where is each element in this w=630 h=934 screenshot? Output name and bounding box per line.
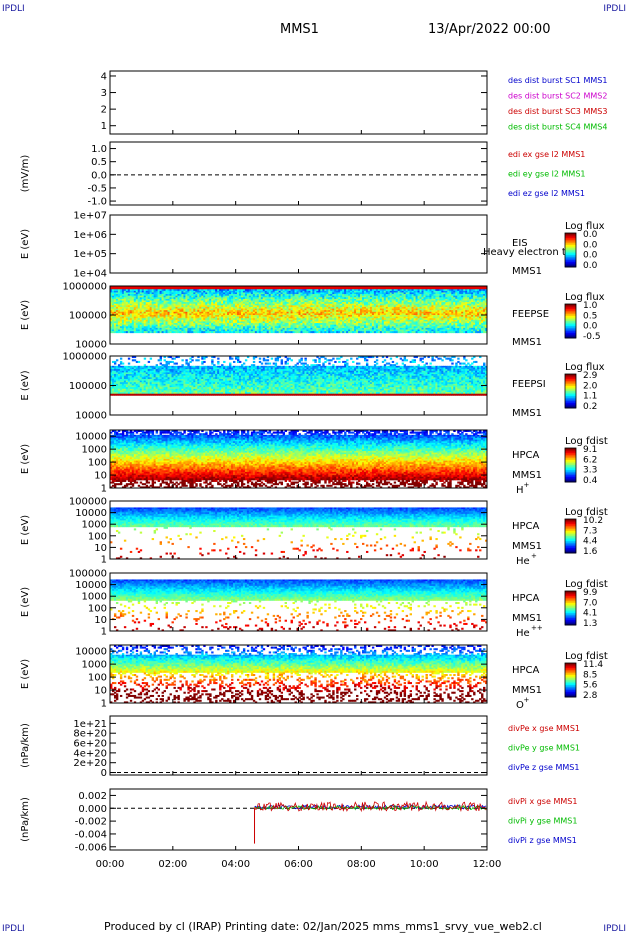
colorbar-tick: 0.0 — [583, 261, 598, 271]
colorbar-tick: 0.0 — [583, 240, 598, 250]
legend-entry: des dist burst SC1 MMS1 — [508, 76, 607, 85]
ytick-label: 1e+06 — [73, 230, 107, 241]
ytick-label: 0.5 — [91, 157, 107, 168]
ytick-label: 4 — [101, 71, 107, 82]
colorbar-tick: 0.0 — [583, 230, 598, 240]
legend-entry: edi ey gse l2 MMS1 — [508, 170, 586, 179]
ytick-label: 3 — [101, 88, 107, 99]
ytick-label: 1e+05 — [73, 249, 107, 260]
panel-frame-0 — [110, 71, 487, 134]
ytick-label: 1 — [101, 121, 107, 132]
instrument-label: MMS1 — [512, 266, 542, 277]
ytick-label: 1.0 — [91, 144, 107, 155]
ylabel-1: (mV/m) — [20, 155, 31, 193]
ytick-label: -1.0 — [87, 197, 107, 208]
panel-frame-1 — [110, 142, 487, 205]
panel-frame-2 — [110, 215, 487, 273]
legend-entry: edi ex gse l2 MMS1 — [508, 150, 585, 159]
ytick-label: 0.0 — [91, 170, 107, 181]
legend-entry: des dist burst SC4 MMS4 — [508, 123, 607, 132]
ytick-label: -0.5 — [87, 183, 107, 194]
stack-plot: 1 2 3 4 des dist burst SC1 MMS1 des dist burs… — [0, 0, 630, 934]
ytick-label: 1e+04 — [73, 269, 107, 280]
ytick-label: 2 — [101, 105, 107, 116]
legend-entry: des dist burst SC2 MMS2 — [508, 92, 607, 101]
ytick-label: 1e+07 — [73, 211, 107, 222]
ylabel-2: E (eV) — [20, 229, 31, 259]
heatmap-note: Heavy electron to — [483, 247, 572, 258]
legend-entry: edi ez gse l2 MMS1 — [508, 189, 585, 198]
colorbar-tick: 0.0 — [583, 251, 598, 261]
legend-entry: des dist burst SC3 MMS3 — [508, 107, 607, 116]
